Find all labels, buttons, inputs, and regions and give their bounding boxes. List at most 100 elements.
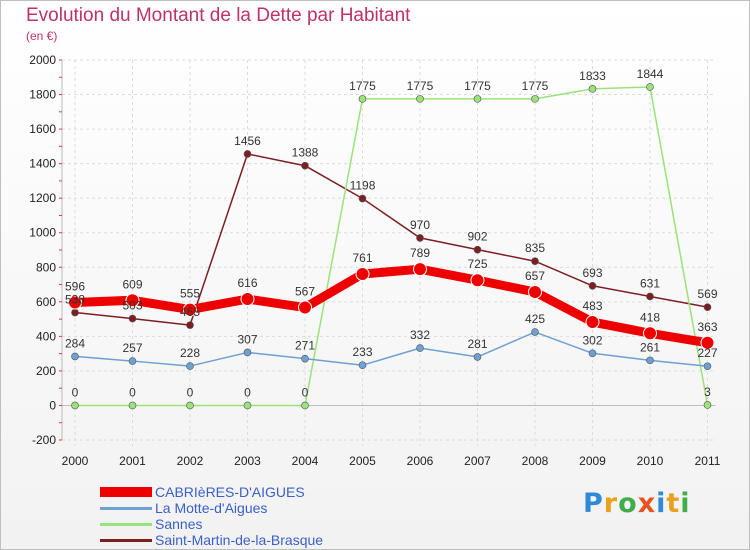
y-tick-label: 200 (36, 364, 56, 378)
data-label: 0 (72, 385, 79, 399)
data-label: 789 (410, 246, 430, 260)
chart-subtitle: (en €) (26, 29, 58, 43)
data-label: 1775 (522, 79, 549, 93)
legend-label: Sannes (155, 516, 203, 532)
legend-label: Saint-Martin-de-la-Brasque (155, 532, 324, 548)
data-label: 0 (187, 385, 194, 399)
data-label: 1775 (464, 79, 491, 93)
data-label: 233 (352, 345, 372, 359)
data-point (470, 273, 485, 288)
data-label: 302 (582, 333, 602, 347)
data-label: 281 (467, 337, 487, 351)
data-point (128, 314, 137, 323)
data-point (71, 308, 79, 317)
data-point (71, 352, 79, 361)
data-label: 284 (65, 336, 85, 350)
data-point (125, 293, 140, 308)
y-tick-label: 600 (36, 295, 56, 309)
y-tick-label: 1000 (29, 226, 56, 240)
data-point (588, 281, 597, 290)
data-point (243, 348, 252, 357)
data-point (531, 95, 539, 103)
legend-label: CABRIèRES-D'AIGUES (155, 484, 305, 500)
data-label: 261 (640, 340, 660, 354)
data-label: 0 (129, 385, 136, 399)
y-tick-label: 1600 (29, 122, 56, 136)
x-tick-label: 2005 (349, 454, 376, 468)
x-tick-label: 2011 (695, 454, 721, 468)
data-label: 596 (65, 280, 85, 294)
series-line (74, 86, 709, 407)
data-label: 483 (582, 299, 602, 313)
data-label: 425 (525, 312, 545, 326)
data-label: 1833 (579, 69, 606, 83)
data-point (183, 302, 197, 317)
data-point (358, 194, 367, 203)
data-label: 555 (180, 287, 200, 301)
series-line (70, 264, 712, 348)
data-label: 657 (525, 269, 545, 283)
logo-letter: i (656, 488, 667, 519)
data-point (301, 401, 309, 410)
data-point (240, 292, 255, 307)
data-label: 725 (467, 257, 487, 271)
logo-letter: o (618, 488, 638, 519)
data-point (358, 361, 367, 370)
x-tick-label: 2002 (177, 454, 204, 468)
data-label: 332 (410, 328, 430, 342)
data-label: 693 (582, 266, 602, 280)
proxiti-logo: Proxiti (583, 488, 691, 519)
x-tick-label: 2004 (292, 454, 319, 468)
series-line (74, 331, 709, 367)
data-point (528, 284, 542, 299)
data-label: 271 (295, 339, 315, 353)
data-label: 538 (65, 293, 85, 307)
data-point (413, 262, 427, 277)
data-label: 1844 (637, 67, 664, 81)
data-label: 503 (122, 299, 142, 313)
data-point (301, 161, 309, 170)
x-tick-label: 2009 (579, 454, 606, 468)
legend-swatch (100, 487, 152, 497)
logo-letter: t (666, 488, 681, 519)
data-label: 418 (640, 310, 660, 324)
data-label: 609 (122, 277, 142, 291)
data-point (71, 401, 79, 410)
data-label: 1775 (407, 79, 434, 93)
x-tick-label: 2000 (62, 454, 89, 468)
data-label: 567 (295, 285, 315, 299)
data-point (646, 356, 654, 365)
data-point (700, 335, 715, 350)
data-point (531, 257, 539, 266)
data-point (473, 245, 482, 254)
data-label: 970 (410, 218, 430, 232)
x-tick-label: 2003 (234, 454, 261, 468)
y-tick-label: 1200 (29, 191, 56, 205)
legend-swatch (100, 539, 152, 542)
data-label: 0 (244, 385, 251, 399)
legend-swatch (100, 523, 152, 526)
x-tick-label: 2001 (119, 454, 146, 468)
data-point (473, 353, 482, 361)
data-label: 228 (180, 346, 200, 360)
data-label: 835 (525, 241, 545, 255)
data-point (473, 95, 482, 103)
data-label: 1456 (234, 134, 261, 148)
data-label: 257 (122, 341, 142, 355)
data-point (585, 315, 600, 330)
chart-title: Evolution du Montant de la Dette par Hab… (26, 5, 411, 26)
data-point (646, 292, 654, 301)
x-tick-label: 2008 (522, 454, 549, 468)
data-point (186, 401, 194, 410)
logo-letter: x (637, 488, 657, 519)
data-point (416, 234, 424, 242)
data-point (298, 300, 312, 315)
x-tick-label: 2010 (637, 454, 664, 468)
data-point (355, 267, 370, 282)
data-point (186, 362, 194, 370)
data-point (643, 326, 657, 341)
legend-label: La Motte-d'Aigues (155, 500, 268, 516)
legend-swatch (100, 507, 152, 510)
data-label: 616 (237, 276, 257, 290)
